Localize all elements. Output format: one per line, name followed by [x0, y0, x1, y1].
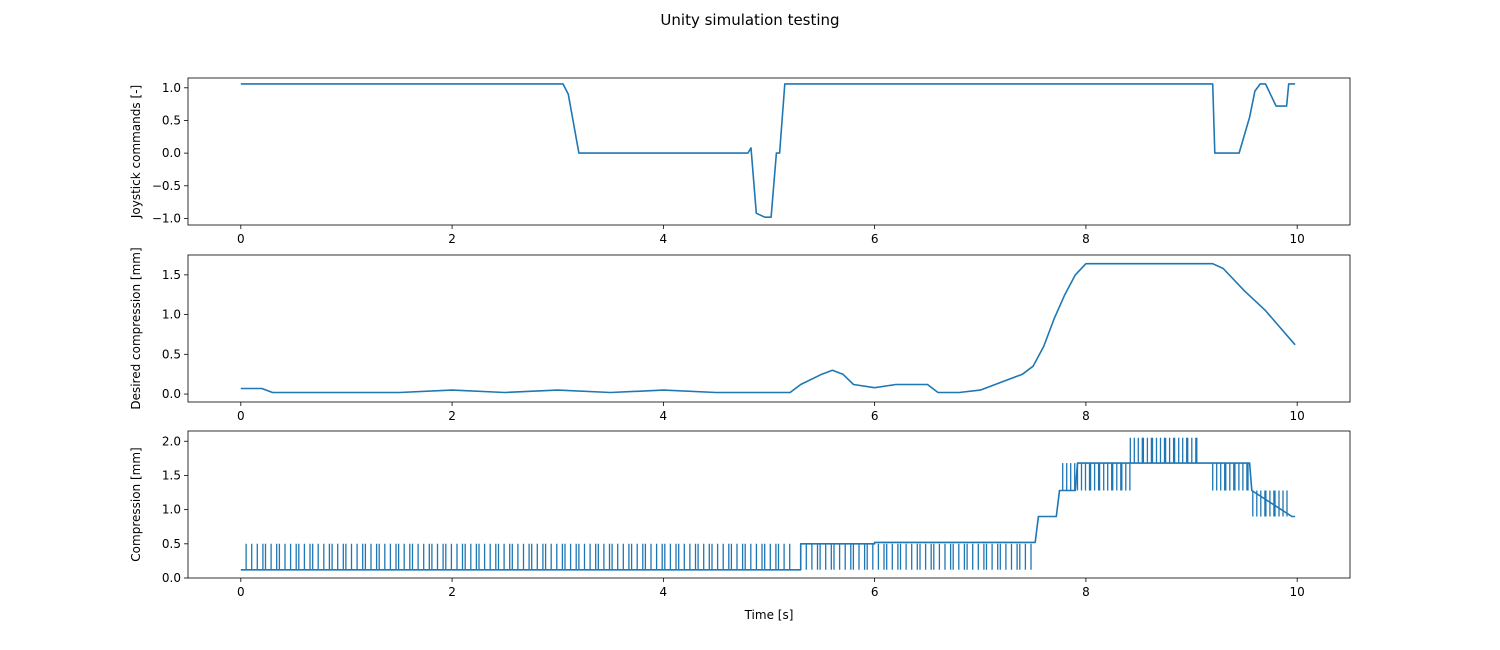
x-tick-label: 0	[237, 232, 245, 246]
axes-frame	[187, 77, 1351, 226]
y-tick-label: 0.5	[162, 537, 181, 551]
x-tick-label: 2	[448, 585, 456, 599]
axes-2: 0 2 4 6 8 10 0.0 0.5 1.0 1.5 Desired compression […	[129, 247, 1351, 423]
x-axis-label: Time [s]	[744, 608, 794, 622]
x-tick-label: 8	[1082, 232, 1090, 246]
x-tick-label: 8	[1082, 585, 1090, 599]
series-group	[240, 83, 1296, 218]
axes-3: 0 2 4 6 8 10 0.0 0.5 1.0 1.5 2.0 Compression [mm] Ti…	[129, 430, 1351, 622]
y-tick-label: −1.0	[152, 211, 181, 225]
spike-series-6	[1212, 463, 1249, 491]
x-tick-label: 4	[660, 232, 668, 246]
data-line-1	[240, 262, 1296, 394]
x-tick-label: 2	[448, 232, 456, 246]
y-tick-label: 1.0	[162, 81, 181, 95]
y-tick-label: 0.0	[162, 571, 181, 585]
x-tick-label: 6	[871, 585, 879, 599]
spike-series-2	[800, 543, 1032, 570]
spike-series-5	[1129, 437, 1198, 464]
axes-1: 0 2 4 6 8 10 −1.0 −0.5 0.0 0.5 1.0 Joystick command…	[129, 77, 1351, 246]
y-tick-label: 0.0	[162, 146, 181, 160]
y-tick-label: 1.5	[162, 268, 181, 282]
spike-series-1	[245, 543, 791, 570]
x-tick-label: 4	[660, 409, 668, 423]
y-axis-label: Joystick commands [-]	[129, 85, 143, 219]
spike-series-4	[1076, 463, 1131, 491]
y-axis-label: Compression [mm]	[129, 447, 143, 561]
y-tick-label: 1.0	[162, 503, 181, 517]
x-tick-label: 0	[237, 585, 245, 599]
x-tick-label: 6	[871, 409, 879, 423]
y-tick-label: 0.0	[162, 387, 181, 401]
figure-title: Unity simulation testing	[660, 11, 839, 29]
series-group	[240, 437, 1296, 571]
axes-frame	[187, 254, 1351, 403]
x-tick-label: 8	[1082, 409, 1090, 423]
y-tick-label: 0.5	[162, 347, 181, 361]
series-group	[240, 262, 1296, 394]
y-tick-label: 2.0	[162, 434, 181, 448]
spike-series-7	[1252, 490, 1288, 517]
y-tick-label: 0.5	[162, 113, 181, 127]
y-tick-label: −0.5	[152, 179, 181, 193]
x-tick-label: 6	[871, 232, 879, 246]
y-tick-label: 1.5	[162, 468, 181, 482]
spike-series-3	[1062, 463, 1076, 491]
x-tick-label: 10	[1290, 409, 1305, 423]
x-tick-label: 10	[1290, 232, 1305, 246]
axes-frame	[187, 430, 1351, 579]
x-tick-label: 2	[448, 409, 456, 423]
data-line-1	[240, 83, 1296, 218]
data-line-1	[240, 462, 1296, 571]
x-tick-label: 4	[660, 585, 668, 599]
axes-layer: 0 2 4 6 8 10 −1.0 −0.5 0.0 0.5 1.0 Joystick command…	[129, 77, 1351, 622]
y-tick-label: 1.0	[162, 308, 181, 322]
y-axis-label: Desired compression [mm]	[129, 247, 143, 409]
x-tick-label: 10	[1290, 585, 1305, 599]
x-tick-label: 0	[237, 409, 245, 423]
